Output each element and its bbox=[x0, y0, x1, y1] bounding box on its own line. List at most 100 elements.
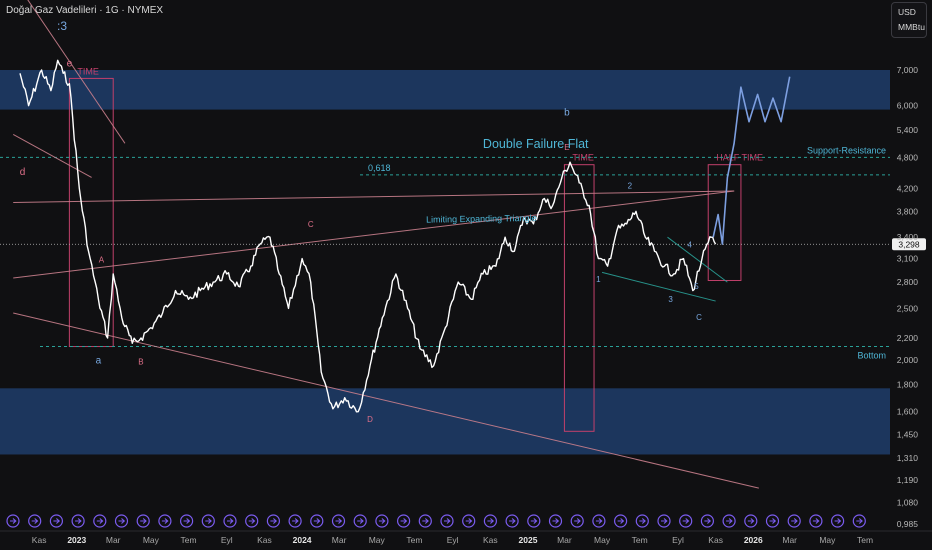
wave-label: 4 bbox=[687, 241, 692, 250]
event-icon[interactable] bbox=[331, 514, 346, 528]
event-icon[interactable] bbox=[765, 514, 780, 528]
event-icon[interactable] bbox=[245, 514, 259, 528]
y-tick-label: 3,800 bbox=[897, 206, 919, 216]
event-icon[interactable] bbox=[483, 514, 497, 528]
last-price-badge bbox=[892, 238, 926, 251]
x-axis: 2023 Mar May Tem Eyl Kas 2024 Mar May Tem Eyl Kas 20… bbox=[0, 530, 932, 545]
y-tick-label: 5,400 bbox=[897, 125, 919, 135]
event-icon[interactable] bbox=[201, 514, 215, 528]
last-price: 3,298 bbox=[0, 238, 926, 251]
price-line bbox=[19, 59, 717, 413]
event-icon[interactable] bbox=[223, 514, 237, 528]
event-icon[interactable] bbox=[722, 514, 736, 528]
wave-label: C bbox=[308, 220, 314, 229]
event-icon[interactable] bbox=[28, 514, 42, 528]
wave-label: a bbox=[96, 356, 102, 367]
event-icon[interactable] bbox=[809, 514, 823, 528]
trendline bbox=[12, 133, 92, 178]
event-icon[interactable] bbox=[310, 514, 324, 528]
event-icon[interactable] bbox=[375, 514, 389, 528]
horizontal-levels: Support-Resistance 0,618 Bottom bbox=[0, 145, 890, 361]
event-icon[interactable] bbox=[353, 514, 367, 528]
event-icon[interactable] bbox=[635, 514, 649, 528]
event-icon[interactable] bbox=[49, 514, 64, 528]
x-tick-label: Eyl bbox=[672, 535, 684, 545]
unit-label[interactable]: MMBtu bbox=[898, 22, 925, 32]
event-icon[interactable] bbox=[657, 514, 671, 528]
event-icon[interactable] bbox=[830, 514, 845, 528]
y-tick-label: 1,450 bbox=[897, 429, 919, 439]
time-box bbox=[68, 77, 114, 348]
event-icon[interactable] bbox=[744, 514, 758, 528]
x-tick-label: Mar bbox=[782, 535, 797, 545]
wave-label: D bbox=[367, 415, 373, 424]
y-tick-label: 1,600 bbox=[897, 407, 919, 417]
chart-annotation: :3 bbox=[57, 19, 67, 33]
x-tick-label: Tem bbox=[857, 535, 873, 545]
level-label: Support-Resistance bbox=[807, 145, 886, 155]
event-icon[interactable] bbox=[852, 514, 866, 528]
event-icon[interactable] bbox=[570, 514, 584, 528]
x-tick-label: May bbox=[594, 535, 611, 545]
event-icon[interactable] bbox=[700, 514, 715, 528]
event-icon[interactable] bbox=[6, 514, 20, 528]
event-icon[interactable] bbox=[462, 514, 476, 528]
event-icons[interactable] bbox=[6, 514, 866, 528]
projection-line bbox=[712, 76, 791, 245]
event-icon[interactable] bbox=[266, 514, 280, 528]
event-icon[interactable] bbox=[679, 514, 693, 528]
event-icon[interactable] bbox=[136, 514, 150, 528]
y-tick-label: 3,400 bbox=[897, 232, 919, 242]
trendline bbox=[601, 271, 716, 302]
x-tick-label: Mar bbox=[106, 535, 121, 545]
time-box bbox=[563, 164, 595, 432]
event-icon[interactable] bbox=[505, 514, 519, 528]
event-icon[interactable] bbox=[592, 514, 606, 528]
chart-annotations: Double Failure Flat Limiting Expanding Tr… bbox=[57, 19, 589, 225]
x-tick-label: Mar bbox=[557, 535, 572, 545]
event-icon[interactable] bbox=[397, 514, 411, 528]
y-tick-label: 6,000 bbox=[897, 101, 919, 111]
last-price-label: 3,298 bbox=[898, 240, 920, 250]
unit-selector[interactable]: USD MMBtu bbox=[891, 2, 927, 38]
y-tick-label: 1,080 bbox=[897, 498, 919, 508]
wave-label: B bbox=[138, 358, 143, 367]
level-label: 0,618 bbox=[368, 163, 391, 173]
wave-label: C bbox=[696, 313, 702, 322]
event-icon[interactable] bbox=[613, 514, 628, 528]
wave-label: e bbox=[67, 59, 73, 70]
wave-label: A bbox=[99, 255, 105, 264]
wave-label: 2 bbox=[628, 181, 633, 190]
chart-annotation: Limiting Expanding Triangle bbox=[426, 213, 537, 225]
y-axis: 0,985 1,080 1,190 1,310 1,450 1,600 1,800 2,000… bbox=[897, 65, 919, 529]
event-icon[interactable] bbox=[440, 514, 454, 528]
y-tick-label: 2,200 bbox=[897, 333, 919, 343]
event-icon[interactable] bbox=[71, 514, 85, 528]
x-tick-label: Eyl bbox=[447, 535, 459, 545]
wave-labels: e d Aa B C D Eb 1 2 3 4 5 C bbox=[20, 59, 702, 424]
event-icon[interactable] bbox=[527, 514, 541, 528]
event-icon[interactable] bbox=[418, 514, 432, 528]
chart-title: Doğal Gaz Vadelileri · 1G · NYMEX bbox=[6, 5, 164, 16]
x-tick-label: May bbox=[369, 535, 386, 545]
x-tick-label: 2023 bbox=[67, 535, 86, 545]
event-icon[interactable] bbox=[548, 514, 563, 528]
event-icon[interactable] bbox=[180, 514, 194, 528]
x-tick-label: Mar bbox=[332, 535, 347, 545]
wave-label: 5 bbox=[694, 282, 699, 291]
price-series bbox=[19, 59, 791, 413]
wave-label: 3 bbox=[668, 295, 673, 304]
event-icon[interactable] bbox=[288, 514, 302, 528]
time-box-label: TIME bbox=[77, 66, 99, 76]
y-tick-label: 4,800 bbox=[897, 152, 919, 162]
currency-label[interactable]: USD bbox=[898, 7, 916, 17]
x-tick-label: May bbox=[819, 535, 836, 545]
event-icon[interactable] bbox=[787, 514, 801, 528]
event-icon[interactable] bbox=[93, 514, 107, 528]
x-tick-label: Kas bbox=[257, 535, 272, 545]
event-icon[interactable] bbox=[114, 514, 129, 528]
x-tick-label: Kas bbox=[483, 535, 498, 545]
wave-label: b bbox=[564, 108, 570, 119]
event-icon[interactable] bbox=[158, 514, 172, 528]
